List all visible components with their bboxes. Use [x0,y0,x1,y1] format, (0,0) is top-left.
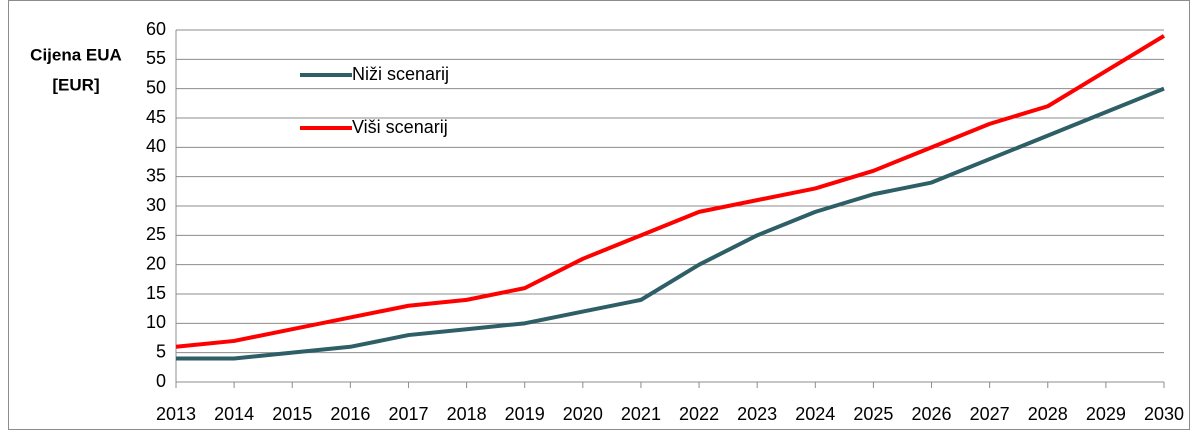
line-series [175,34,1166,349]
x-tick-label: 2019 [505,404,545,424]
x-tick-label: 2027 [970,404,1010,424]
x-tick-label: 2013 [156,404,196,424]
x-tick-label: 2030 [1144,404,1184,424]
y-tick-label: 0 [156,371,166,391]
y-tick-label: 10 [146,312,166,332]
x-tick-label: 2016 [330,404,370,424]
y-tick-label: 5 [156,341,166,361]
y-tick-label: 15 [146,283,166,303]
y-axis-label: [EUR] [52,75,99,94]
y-tick-label: 20 [146,253,166,273]
y-tick-label: 30 [146,195,166,215]
x-tick-label: 2026 [912,404,952,424]
x-tick-label: 2018 [447,404,487,424]
y-tick-label: 55 [146,48,166,68]
x-tick-label: 2021 [621,404,661,424]
y-tick-label: 50 [146,77,166,97]
x-tick-label: 2029 [1086,404,1126,424]
y-tick-label: 45 [146,107,166,127]
x-tick-label: 2028 [1028,404,1068,424]
x-tick-label: 2023 [737,404,777,424]
line-series [176,86,1165,361]
legend-label: Viši scenarij [352,117,448,137]
y-tick-label: 60 [146,19,166,39]
y-axis-label: Cijena EUA [30,45,122,64]
legend-label: Niži scenarij [352,64,449,84]
x-tick-label: 2014 [214,404,254,424]
x-tick-label: 2024 [795,404,835,424]
x-tick-label: 2015 [272,404,312,424]
y-tick-label: 25 [146,224,166,244]
y-tick-label: 40 [146,136,166,156]
chart-border [8,0,1190,430]
x-tick-label: 2025 [853,404,893,424]
x-tick-label: 2022 [679,404,719,424]
x-tick-label: 2020 [563,404,603,424]
x-tick-label: 2017 [388,404,428,424]
y-tick-label: 35 [146,165,166,185]
